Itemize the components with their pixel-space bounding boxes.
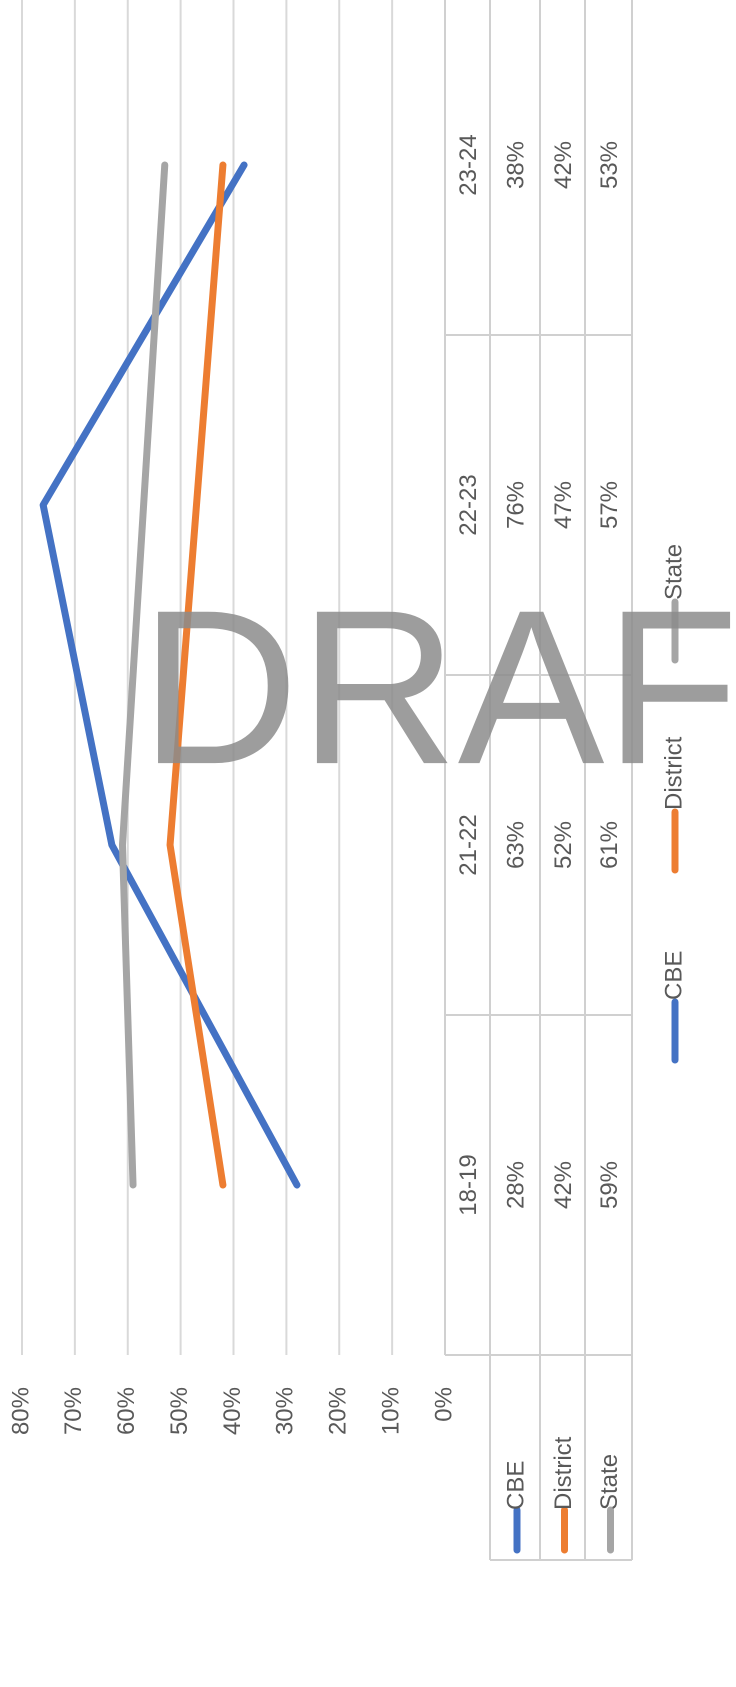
series-line xyxy=(166,161,227,1189)
table-value: 47% xyxy=(550,481,577,529)
table-value: 61% xyxy=(596,821,623,869)
table-value: 42% xyxy=(550,141,577,189)
table-value: 28% xyxy=(502,1161,529,1209)
y-tick-label: 60% xyxy=(113,1387,140,1435)
y-tick-label: 20% xyxy=(325,1387,352,1435)
y-tick-label: 70% xyxy=(60,1387,87,1435)
table-series-name: State xyxy=(596,1454,623,1510)
table-value: 57% xyxy=(596,481,623,529)
table-value: 38% xyxy=(502,141,529,189)
y-tick-label: 30% xyxy=(272,1387,299,1435)
table-series-name: CBE xyxy=(502,1461,529,1510)
table-value: 52% xyxy=(550,821,577,869)
series-line xyxy=(39,161,301,1189)
table-value: 63% xyxy=(502,821,529,869)
category-label: 23-24 xyxy=(455,134,482,195)
y-tick-label: 0% xyxy=(430,1387,457,1422)
category-label: 22-23 xyxy=(455,474,482,535)
legend-label: CBE xyxy=(660,951,687,1000)
legend-label: State xyxy=(660,544,687,600)
category-label: 18-19 xyxy=(455,1154,482,1215)
y-tick-label: 40% xyxy=(219,1387,246,1435)
y-tick-label: 10% xyxy=(377,1387,404,1435)
table-value: 42% xyxy=(550,1161,577,1209)
table-series-name: District xyxy=(550,1436,577,1510)
category-label: 21-22 xyxy=(455,814,482,875)
table-value: 76% xyxy=(502,481,529,529)
y-tick-label: 50% xyxy=(166,1387,193,1435)
series-line xyxy=(118,161,169,1189)
watermark: DRAFT xyxy=(140,564,736,810)
rotated-chart: 0% 10% 20% 30% 40% 50% 60% 70% 80% 18-19 21-22 22-2… xyxy=(7,0,687,1561)
table-value: 53% xyxy=(596,141,623,189)
table-value: 59% xyxy=(596,1161,623,1209)
y-tick-label: 80% xyxy=(7,1387,34,1435)
legend-label: District xyxy=(660,736,687,810)
